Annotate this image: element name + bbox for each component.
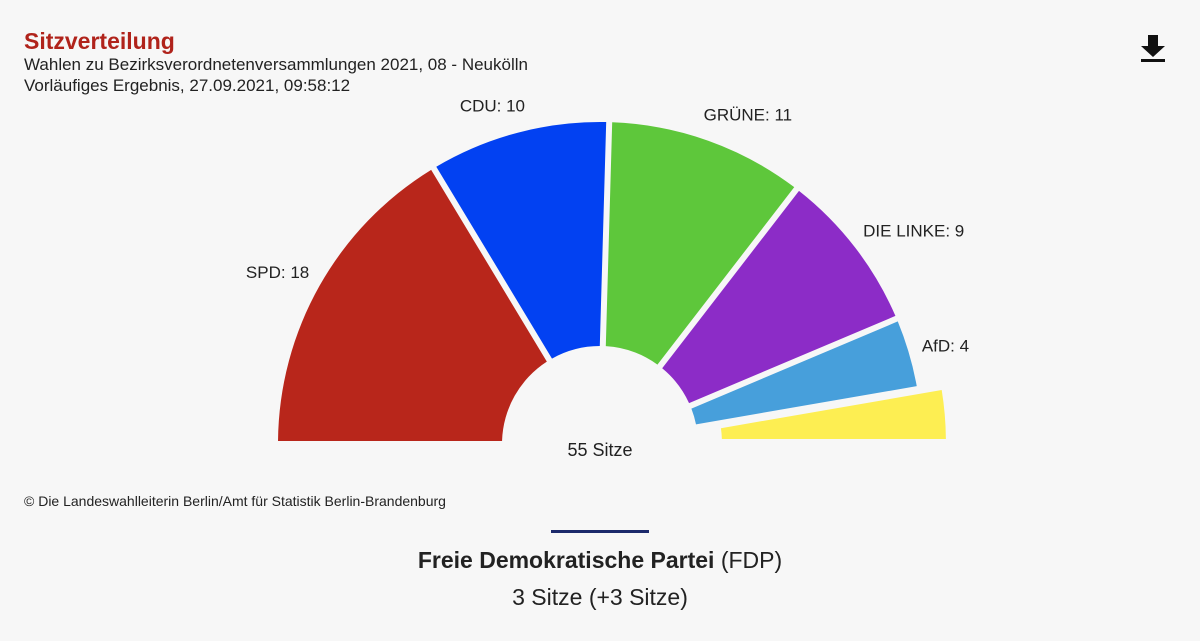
- selected-party-name: Freie Demokratische Partei (FDP): [0, 546, 1200, 574]
- chart-header: Sitzverteilung Wahlen zu Bezirksverordne…: [24, 28, 528, 96]
- label-cdu: CDU: 10: [460, 96, 525, 115]
- label-afd: AfD: 4: [922, 336, 969, 355]
- selected-party-seats: 3 Sitze (+3 Sitze): [512, 584, 688, 610]
- chart-title: Sitzverteilung: [24, 28, 175, 54]
- slice-fdp[interactable]: [720, 389, 946, 439]
- label-die-linke: DIE LINKE: 9: [863, 221, 964, 240]
- slice-afd[interactable]: [691, 321, 917, 425]
- download-icon[interactable]: [1138, 32, 1168, 64]
- slice-spd[interactable]: [278, 169, 547, 442]
- chart-subtitle: Wahlen zu Bezirksverordnetenversammlunge…: [24, 55, 528, 74]
- result-status: Vorläufiges Ergebnis, 27.09.2021, 09:58:…: [24, 76, 351, 95]
- download-icon-graphic: [1141, 35, 1165, 62]
- party-full-name: Freie Demokratische Partei: [417, 547, 715, 573]
- total-seats-label: 55 Sitze: [567, 440, 632, 460]
- slice-gruene[interactable]: [605, 122, 795, 365]
- label-gruene: GRÜNE: 11: [704, 105, 793, 124]
- detail-divider: [551, 530, 649, 533]
- slice-die-linke[interactable]: [662, 190, 896, 404]
- slice-cdu[interactable]: [436, 122, 607, 359]
- source-credit: © Die Landeswahlleiterin Berlin/Amt für …: [24, 493, 446, 509]
- label-spd: SPD: 18: [246, 263, 309, 282]
- party-short-name: (FDP): [720, 547, 783, 573]
